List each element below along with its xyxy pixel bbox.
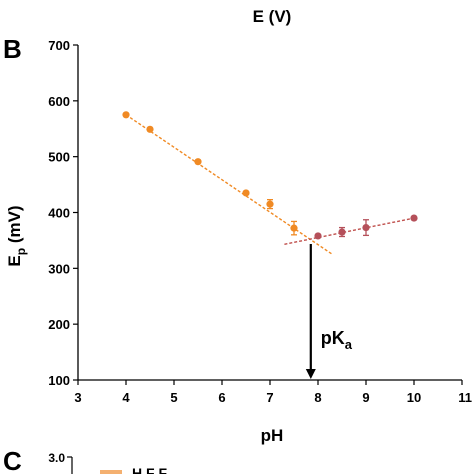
data-point-series-2 [338, 228, 346, 236]
panel-c-legend-text: H F F [132, 465, 167, 474]
data-point-series-1 [122, 111, 130, 119]
plot-area: 100 200 300 400 500 600 700 3 4 5 6 7 8 9 10 11 pKa [48, 38, 472, 405]
y-tick-label: 700 [48, 38, 70, 53]
y-axis-label-sub: p [14, 248, 28, 255]
x-tick-label: 11 [458, 390, 472, 405]
x-axis-label: pH [261, 426, 284, 445]
data-point-series-1 [242, 189, 250, 197]
x-tick-label: 10 [407, 390, 421, 405]
y-tick-label: 300 [48, 261, 70, 276]
header-title: E (V) [253, 7, 292, 26]
data-point-series-2 [362, 223, 370, 232]
panel-c-label: C [3, 446, 22, 474]
data-point-series-2 [314, 232, 322, 240]
pka-label: pKa [321, 328, 353, 352]
data-point-series-1 [266, 200, 274, 208]
y-tick-label: 100 [48, 373, 70, 388]
data-point-series-2 [410, 214, 418, 222]
x-tick-label: 8 [314, 390, 321, 405]
y-tick-label: 400 [48, 206, 70, 221]
x-tick-label: 9 [362, 390, 369, 405]
panel-b-label: B [3, 34, 22, 64]
pka-arrow-head [305, 369, 316, 379]
x-tick-label: 3 [74, 390, 81, 405]
y-axis-label: Ep (mV) [5, 205, 28, 266]
x-tick-label: 4 [122, 390, 130, 405]
y-tick-label: 200 [48, 317, 70, 332]
y-axis-label-unit: (mV) [5, 205, 24, 248]
pka-label-sub: a [345, 337, 353, 352]
y-axis-label-main: E [5, 255, 24, 266]
y-tick-label: 600 [48, 94, 70, 109]
data-point-series-1 [290, 224, 298, 232]
panel-c-tick-top: 3.0 [48, 451, 65, 465]
fit-line-series-2 [284, 217, 415, 246]
data-point-series-1 [194, 158, 202, 166]
x-tick-label: 7 [266, 390, 273, 405]
x-tick-label: 6 [218, 390, 225, 405]
fit-line-series-1 [125, 114, 333, 255]
panel-c-legend-swatch [100, 470, 122, 474]
pka-label-main: pK [321, 328, 345, 348]
x-tick-label: 5 [170, 390, 177, 405]
y-tick-label: 500 [48, 150, 70, 165]
data-point-series-1 [146, 125, 154, 133]
